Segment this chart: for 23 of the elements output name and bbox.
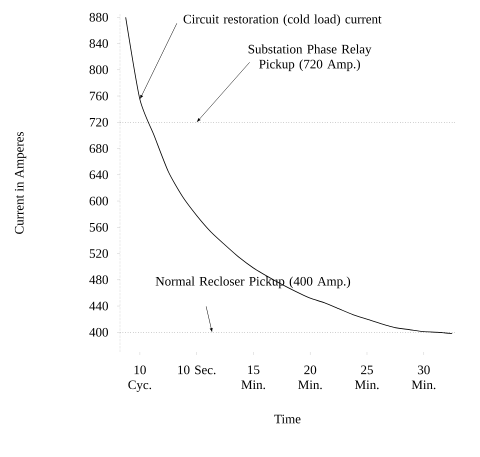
x-tick-label: 25 Min. (354, 366, 379, 390)
y-tick-label: 800 (90, 65, 108, 74)
x-axis-title: Time (274, 414, 300, 424)
y-tick-label: 600 (90, 196, 108, 206)
y-tick-label: 840 (90, 39, 108, 48)
y-tick-label: 520 (90, 249, 108, 258)
annotation: Circuit restoration (cold load) current (184, 14, 382, 26)
y-tick-label: 680 (90, 144, 108, 153)
y-axis-title: Current in Amperes (14, 132, 26, 234)
y-tick-label: 480 (89, 275, 108, 284)
y-tick-label: 880 (90, 12, 108, 22)
x-tick-label: 10 Sec. (178, 366, 216, 374)
x-tick-label: 30 Min. (412, 366, 436, 390)
y-tick-label: 560 (90, 222, 108, 232)
y-tick-label: 760 (90, 92, 108, 100)
y-tick-label: 400 (89, 328, 108, 337)
y-tick-label: 640 (90, 170, 108, 180)
x-tick-label: 10 Cyc. (128, 366, 152, 392)
y-tick-label: 440 (89, 302, 108, 310)
x-tick-label: 20 Min. (298, 366, 322, 390)
annotation: Substation Phase Relay Pickup (720 Amp.) (248, 44, 372, 72)
x-tick-label: 15 Min. (241, 366, 265, 390)
y-tick-label: 720 (90, 118, 108, 127)
